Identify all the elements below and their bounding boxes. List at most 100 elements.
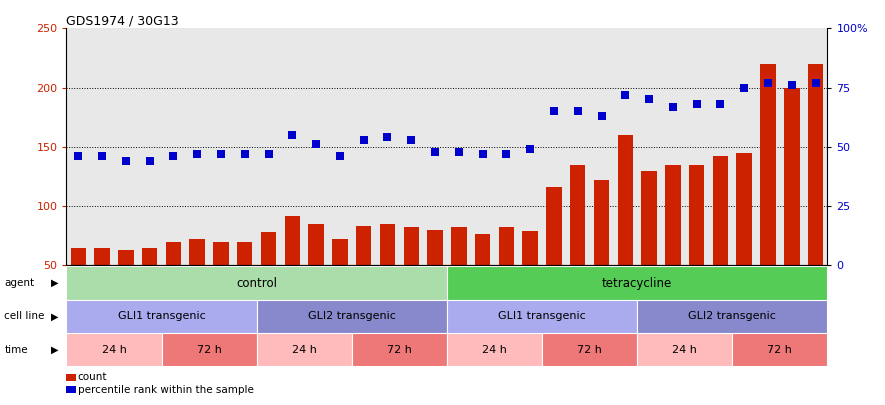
Bar [257, 333, 351, 366]
Bar [784, 87, 799, 265]
Bar [447, 333, 542, 366]
Bar [66, 266, 447, 300]
Bar [237, 241, 252, 265]
Bar [189, 239, 205, 265]
Text: 72 h: 72 h [387, 345, 412, 354]
Point [737, 84, 751, 91]
Bar [118, 250, 134, 265]
Bar [637, 333, 733, 366]
Bar [427, 230, 442, 265]
Text: GLI2 transgenic: GLI2 transgenic [308, 311, 396, 321]
Bar [142, 247, 158, 265]
Point [71, 153, 85, 160]
Text: GLI1 transgenic: GLI1 transgenic [118, 311, 205, 321]
Text: cell line: cell line [4, 311, 45, 321]
Point [451, 148, 466, 155]
Bar [161, 333, 257, 366]
Point [190, 151, 204, 157]
Text: GDS1974 / 30G13: GDS1974 / 30G13 [66, 14, 179, 27]
Point [595, 113, 609, 119]
Point [285, 132, 299, 138]
Point [261, 151, 275, 157]
Point [475, 151, 489, 157]
Point [809, 80, 823, 86]
Point [499, 151, 513, 157]
Text: 72 h: 72 h [577, 345, 602, 354]
Bar [808, 64, 823, 265]
Point [642, 96, 656, 103]
Bar [522, 231, 538, 265]
Point [95, 153, 109, 160]
Bar [475, 234, 490, 265]
Bar [689, 164, 704, 265]
Point [333, 153, 347, 160]
Bar [447, 266, 827, 300]
Bar [642, 171, 657, 265]
Text: ▶: ▶ [51, 311, 58, 321]
Text: percentile rank within the sample: percentile rank within the sample [78, 385, 253, 395]
Bar [165, 241, 181, 265]
Text: count: count [78, 373, 107, 382]
Point [713, 101, 727, 107]
Text: tetracycline: tetracycline [602, 277, 673, 290]
Bar [637, 300, 827, 333]
Bar [542, 333, 637, 366]
Bar [308, 224, 324, 265]
Text: control: control [236, 277, 277, 290]
Bar [285, 215, 300, 265]
Bar [760, 64, 776, 265]
Point [428, 148, 442, 155]
Bar [712, 156, 728, 265]
Bar [356, 226, 372, 265]
Point [142, 158, 157, 164]
Point [761, 80, 775, 86]
Text: GLI2 transgenic: GLI2 transgenic [689, 311, 776, 321]
Point [381, 134, 395, 141]
Point [571, 108, 585, 115]
Bar [352, 333, 447, 366]
Bar [404, 227, 419, 265]
Point [785, 82, 799, 88]
Bar [447, 300, 637, 333]
Text: 24 h: 24 h [102, 345, 127, 354]
Text: 24 h: 24 h [482, 345, 507, 354]
Point [404, 136, 419, 143]
Bar [257, 300, 447, 333]
Point [119, 158, 133, 164]
Bar [71, 247, 86, 265]
Point [666, 103, 680, 110]
Text: 72 h: 72 h [767, 345, 792, 354]
Text: ▶: ▶ [51, 278, 58, 288]
Text: 72 h: 72 h [196, 345, 221, 354]
Point [166, 153, 181, 160]
Point [238, 151, 252, 157]
Text: 24 h: 24 h [673, 345, 697, 354]
Text: GLI1 transgenic: GLI1 transgenic [498, 311, 586, 321]
Bar [66, 300, 257, 333]
Point [619, 92, 633, 98]
Text: agent: agent [4, 278, 35, 288]
Bar [546, 187, 562, 265]
Text: time: time [4, 345, 28, 354]
Bar [95, 247, 110, 265]
Bar [594, 180, 609, 265]
Point [309, 141, 323, 148]
Text: ▶: ▶ [51, 345, 58, 354]
Bar [261, 232, 276, 265]
Bar [733, 333, 827, 366]
Bar [380, 224, 396, 265]
Point [547, 108, 561, 115]
Bar [213, 241, 228, 265]
Bar [66, 333, 161, 366]
Bar [451, 227, 466, 265]
Point [523, 146, 537, 152]
Point [689, 101, 704, 107]
Bar [570, 164, 586, 265]
Bar [666, 164, 681, 265]
Point [214, 151, 228, 157]
Bar [332, 239, 348, 265]
Text: 24 h: 24 h [292, 345, 317, 354]
Bar [736, 153, 752, 265]
Bar [618, 135, 633, 265]
Point [357, 136, 371, 143]
